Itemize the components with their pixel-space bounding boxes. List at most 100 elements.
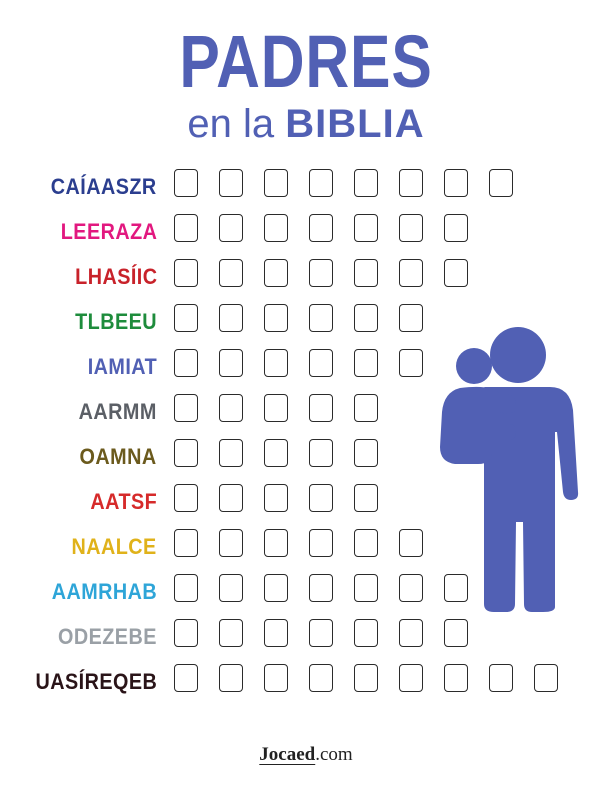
scrambled-word-text: IAMIAT	[87, 354, 157, 379]
answer-letter-box[interactable]	[219, 394, 243, 422]
scrambled-word: CAÍAASZR	[0, 173, 157, 201]
brand-name: Jocaed	[259, 744, 316, 765]
answer-letter-box[interactable]	[219, 664, 243, 692]
answer-letter-box[interactable]	[309, 349, 333, 377]
answer-letter-box[interactable]	[399, 214, 423, 242]
answer-letter-box[interactable]	[264, 169, 288, 197]
answer-letter-box[interactable]	[174, 529, 198, 557]
answer-letter-box[interactable]	[354, 214, 378, 242]
scrambled-word: LEERAZA	[0, 218, 157, 246]
answer-letter-box[interactable]	[354, 439, 378, 467]
puzzle-row: AARMM	[0, 394, 612, 430]
answer-letter-box[interactable]	[309, 439, 333, 467]
puzzle-row: ODEZEBE	[0, 619, 612, 655]
answer-letter-box[interactable]	[174, 439, 198, 467]
answer-letter-box[interactable]	[219, 304, 243, 332]
answer-letter-box[interactable]	[174, 259, 198, 287]
answer-letter-box[interactable]	[354, 349, 378, 377]
answer-letter-box[interactable]	[264, 574, 288, 602]
answer-letter-box[interactable]	[174, 349, 198, 377]
answer-letter-box[interactable]	[264, 214, 288, 242]
answer-letter-box[interactable]	[264, 529, 288, 557]
answer-letter-box[interactable]	[309, 169, 333, 197]
answer-letter-box[interactable]	[174, 664, 198, 692]
answer-letter-box[interactable]	[174, 574, 198, 602]
answer-letter-box[interactable]	[309, 484, 333, 512]
answer-letter-box[interactable]	[219, 529, 243, 557]
answer-letter-box[interactable]	[219, 619, 243, 647]
answer-letter-box[interactable]	[354, 619, 378, 647]
answer-letter-box[interactable]	[444, 664, 468, 692]
answer-letter-box[interactable]	[309, 529, 333, 557]
scrambled-word-text: UASÍREQEB	[35, 669, 157, 694]
answer-letter-box[interactable]	[174, 619, 198, 647]
footer-brand: Jocaed.com	[0, 744, 612, 766]
answer-letter-box[interactable]	[444, 169, 468, 197]
answer-letter-box[interactable]	[174, 394, 198, 422]
answer-letter-box[interactable]	[174, 484, 198, 512]
answer-letter-box[interactable]	[309, 214, 333, 242]
answer-letter-box[interactable]	[399, 574, 423, 602]
answer-letter-box[interactable]	[444, 214, 468, 242]
answer-letter-box[interactable]	[309, 664, 333, 692]
answer-letter-box[interactable]	[219, 439, 243, 467]
answer-letter-box[interactable]	[534, 664, 558, 692]
answer-letter-box[interactable]	[264, 304, 288, 332]
answer-letter-box[interactable]	[219, 484, 243, 512]
answer-letter-box[interactable]	[264, 619, 288, 647]
subtitle-bold: BIBLIA	[285, 102, 425, 146]
answer-letter-box[interactable]	[354, 529, 378, 557]
scrambled-word-text: LHASÍIC	[74, 264, 157, 289]
answer-letter-box[interactable]	[174, 169, 198, 197]
answer-letter-box[interactable]	[264, 394, 288, 422]
answer-letter-box[interactable]	[354, 304, 378, 332]
answer-letter-box[interactable]	[399, 349, 423, 377]
answer-letter-box[interactable]	[444, 619, 468, 647]
answer-letter-box[interactable]	[399, 664, 423, 692]
answer-letter-box[interactable]	[489, 664, 513, 692]
answer-letter-box[interactable]	[309, 304, 333, 332]
answer-letter-box[interactable]	[399, 619, 423, 647]
answer-letter-box[interactable]	[264, 484, 288, 512]
answer-letter-box[interactable]	[264, 349, 288, 377]
scrambled-word: TLBEEU	[0, 308, 157, 336]
answer-letter-box[interactable]	[219, 574, 243, 602]
answer-letter-box[interactable]	[174, 214, 198, 242]
scrambled-word: LHASÍIC	[0, 263, 157, 291]
answer-letter-box[interactable]	[264, 664, 288, 692]
answer-letter-box[interactable]	[354, 259, 378, 287]
puzzle-row: TLBEEU	[0, 304, 612, 340]
scrambled-word: ODEZEBE	[0, 623, 157, 651]
answer-letter-box[interactable]	[444, 574, 468, 602]
answer-letter-box[interactable]	[489, 169, 513, 197]
answer-letter-box[interactable]	[219, 349, 243, 377]
answer-letter-box[interactable]	[309, 574, 333, 602]
answer-letter-box[interactable]	[219, 259, 243, 287]
puzzle-row: AAMRHAB	[0, 574, 612, 610]
scrambled-word-text: NAALCE	[71, 534, 157, 559]
puzzle-row: UASÍREQEB	[0, 664, 612, 700]
answer-letter-box[interactable]	[354, 394, 378, 422]
answer-letter-box[interactable]	[354, 664, 378, 692]
answer-letter-box[interactable]	[264, 259, 288, 287]
answer-letter-box[interactable]	[309, 394, 333, 422]
answer-letter-box[interactable]	[399, 259, 423, 287]
answer-letter-box[interactable]	[309, 619, 333, 647]
answer-letter-box[interactable]	[354, 169, 378, 197]
answer-letter-box[interactable]	[264, 439, 288, 467]
scrambled-word-text: CAÍAASZR	[51, 174, 157, 199]
answer-letter-box[interactable]	[309, 259, 333, 287]
answer-letter-box[interactable]	[174, 304, 198, 332]
answer-letter-box[interactable]	[399, 169, 423, 197]
answer-letter-box[interactable]	[399, 529, 423, 557]
puzzle-row: CAÍAASZR	[0, 169, 612, 205]
scrambled-word-text: LEERAZA	[60, 219, 157, 244]
answer-letter-box[interactable]	[219, 169, 243, 197]
puzzle-row: OAMNA	[0, 439, 612, 475]
puzzle-row: LEERAZA	[0, 214, 612, 250]
answer-letter-box[interactable]	[354, 484, 378, 512]
answer-letter-box[interactable]	[444, 259, 468, 287]
answer-letter-box[interactable]	[354, 574, 378, 602]
answer-letter-box[interactable]	[399, 304, 423, 332]
answer-letter-box[interactable]	[219, 214, 243, 242]
